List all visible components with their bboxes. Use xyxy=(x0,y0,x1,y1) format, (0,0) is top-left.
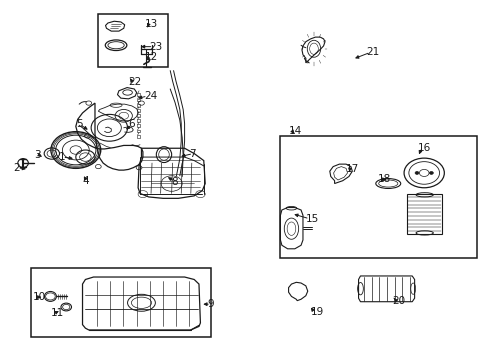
Text: 23: 23 xyxy=(149,42,163,51)
Text: 4: 4 xyxy=(82,176,89,186)
Text: 19: 19 xyxy=(310,307,323,317)
Circle shape xyxy=(428,171,432,174)
Text: 12: 12 xyxy=(144,52,158,62)
Text: 15: 15 xyxy=(305,214,319,224)
Text: 5: 5 xyxy=(76,119,82,129)
Bar xyxy=(137,99,140,102)
Text: 9: 9 xyxy=(207,299,213,309)
Text: 24: 24 xyxy=(143,91,157,101)
Bar xyxy=(280,136,476,258)
Text: 7: 7 xyxy=(189,149,196,158)
Text: 11: 11 xyxy=(50,309,63,318)
Bar xyxy=(31,268,210,337)
Bar xyxy=(137,114,140,117)
Text: 3: 3 xyxy=(35,150,41,159)
Text: 17: 17 xyxy=(346,164,359,174)
Bar xyxy=(137,125,140,127)
Text: 2: 2 xyxy=(14,163,20,173)
Text: 6: 6 xyxy=(128,119,135,129)
Circle shape xyxy=(414,171,418,174)
Text: 8: 8 xyxy=(171,177,178,187)
Text: 16: 16 xyxy=(417,143,430,153)
Bar xyxy=(137,119,140,122)
Text: 10: 10 xyxy=(33,292,46,302)
Bar xyxy=(137,109,140,112)
Bar xyxy=(137,135,140,138)
Text: 14: 14 xyxy=(288,126,301,136)
Text: 22: 22 xyxy=(128,77,142,87)
Bar xyxy=(137,93,140,96)
Text: 18: 18 xyxy=(377,174,390,184)
Text: 20: 20 xyxy=(391,296,405,306)
Bar xyxy=(137,130,140,132)
Bar xyxy=(137,104,140,107)
Text: 1: 1 xyxy=(59,152,65,162)
Text: 21: 21 xyxy=(366,47,379,57)
Bar xyxy=(98,14,167,67)
Text: 13: 13 xyxy=(144,19,158,29)
